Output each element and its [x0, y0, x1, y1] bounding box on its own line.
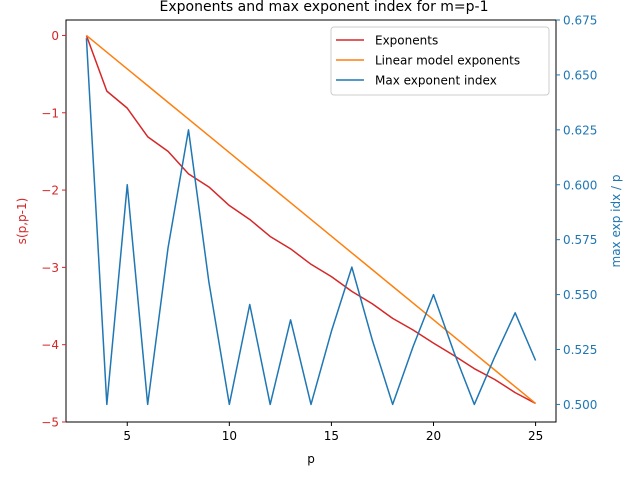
x-axis: 5 10 15 20 25 — [123, 422, 543, 443]
right-y-tick-label: 0.550 — [563, 288, 597, 302]
legend: Exponents Linear model exponents Max exp… — [330, 26, 550, 96]
left-y-tick-label: −5 — [41, 416, 59, 430]
left-y-tick-label: −2 — [41, 184, 59, 198]
left-y-axis: 0 −1 −2 −3 −4 −5 — [41, 29, 66, 430]
left-y-axis-label: s(p,p-1) — [15, 198, 29, 245]
plot-frame — [65, 19, 557, 423]
left-y-tick-label: −3 — [41, 261, 59, 275]
x-tick-label: 25 — [528, 429, 543, 443]
legend-label-max-exp-index: Max exponent index — [375, 74, 497, 88]
series-lines — [85, 34, 537, 406]
right-y-tick-label: 0.575 — [563, 233, 597, 247]
right-y-tick-label: 0.675 — [563, 14, 597, 28]
right-y-tick-label: 0.600 — [563, 178, 597, 192]
right-y-axis-label: max exp idx / p — [609, 174, 623, 267]
series-line-exponents — [85, 35, 536, 405]
chart-title: Exponents and max exponent index for m=p… — [160, 0, 489, 15]
x-tick-label: 10 — [222, 429, 237, 443]
right-y-tick-label: 0.500 — [563, 398, 597, 412]
legend-label-exponents: Exponents — [375, 34, 438, 48]
right-y-tick-label: 0.625 — [563, 123, 597, 137]
series-line-max-exponent-index — [85, 38, 537, 406]
series-line-linear-model-exponents — [85, 34, 537, 405]
right-y-tick-label: 0.525 — [563, 343, 597, 357]
x-tick-label: 5 — [123, 429, 131, 443]
left-y-tick-label: 0 — [51, 29, 59, 43]
x-tick-label: 15 — [324, 429, 339, 443]
x-axis-label: p — [307, 452, 315, 466]
left-y-tick-label: −4 — [41, 338, 59, 352]
x-tick-label: 20 — [426, 429, 441, 443]
right-y-axis: 0.500 0.525 0.550 0.575 0.600 0.625 0.650 0.675 — [556, 14, 597, 412]
left-y-tick-label: −1 — [41, 106, 59, 120]
right-y-tick-label: 0.650 — [563, 68, 597, 82]
legend-label-linear-model: Linear model exponents — [375, 54, 520, 68]
legend-box — [330, 26, 550, 96]
